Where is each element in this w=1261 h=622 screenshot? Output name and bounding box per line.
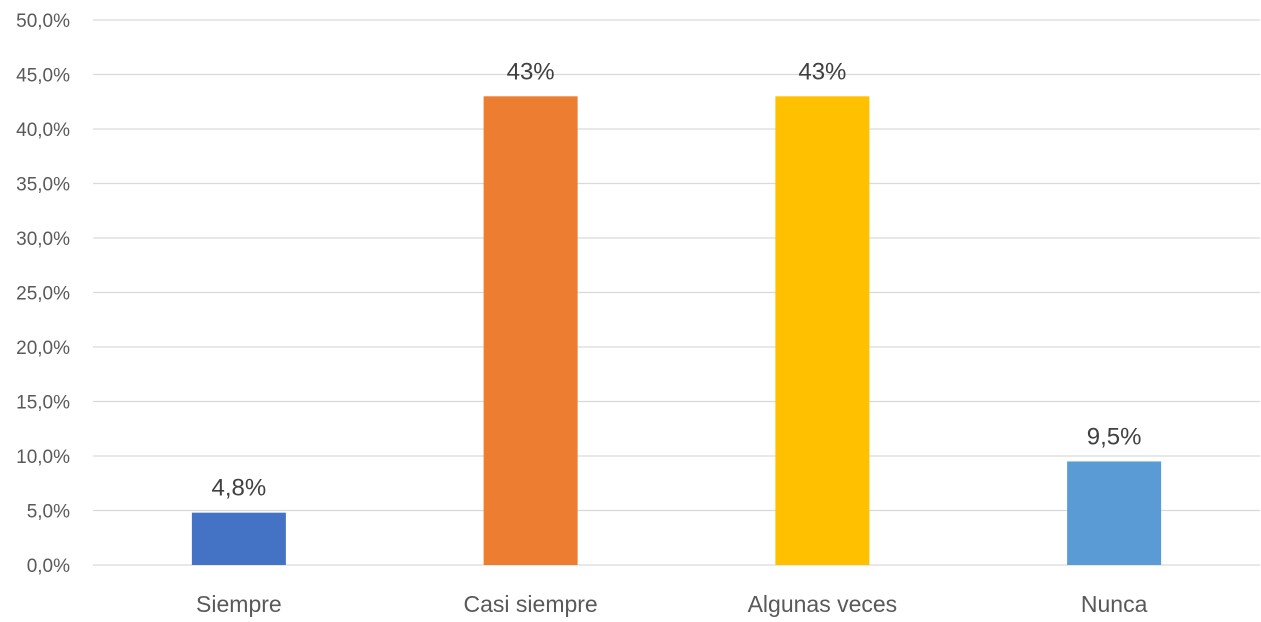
data-label: 4,8% (212, 475, 267, 502)
category-label: Nunca (1081, 591, 1148, 617)
y-tick-label: 15,0% (16, 393, 70, 414)
data-label: 43% (507, 58, 555, 85)
bar-siempre (191, 512, 286, 565)
y-axis-ticks: 0,0% 5,0% 10,0% 15,0% 20,0% 25,0% 30,0% 35,0% 40… (16, 11, 70, 577)
category-label: Casi siempre (464, 591, 598, 617)
y-tick-label: 30,0% (16, 229, 70, 250)
bar-casi-siempre (483, 96, 578, 566)
y-tick-label: 35,0% (16, 175, 70, 196)
y-tick-label: 20,0% (16, 338, 70, 359)
y-tick-label: 0,0% (27, 556, 70, 577)
category-label: Siempre (196, 591, 282, 617)
y-tick-label: 10,0% (16, 447, 70, 468)
gridlines (93, 19, 1260, 566)
data-labels: 4,8% 43% 43% 9,5% (212, 58, 1142, 501)
data-label: 43% (798, 58, 846, 85)
category-label: Algunas veces (748, 591, 898, 617)
bars (191, 96, 1162, 566)
data-label: 9,5% (1087, 423, 1142, 450)
y-tick-label: 5,0% (27, 502, 70, 523)
bar-algunas-veces (775, 96, 870, 566)
x-axis-categories: Siempre Casi siempre Algunas veces Nunca (196, 591, 1148, 617)
bar-nunca (1067, 461, 1162, 565)
y-tick-label: 40,0% (16, 120, 70, 141)
y-tick-label: 45,0% (16, 66, 70, 87)
y-tick-label: 25,0% (16, 284, 70, 305)
y-tick-label: 50,0% (16, 11, 70, 32)
